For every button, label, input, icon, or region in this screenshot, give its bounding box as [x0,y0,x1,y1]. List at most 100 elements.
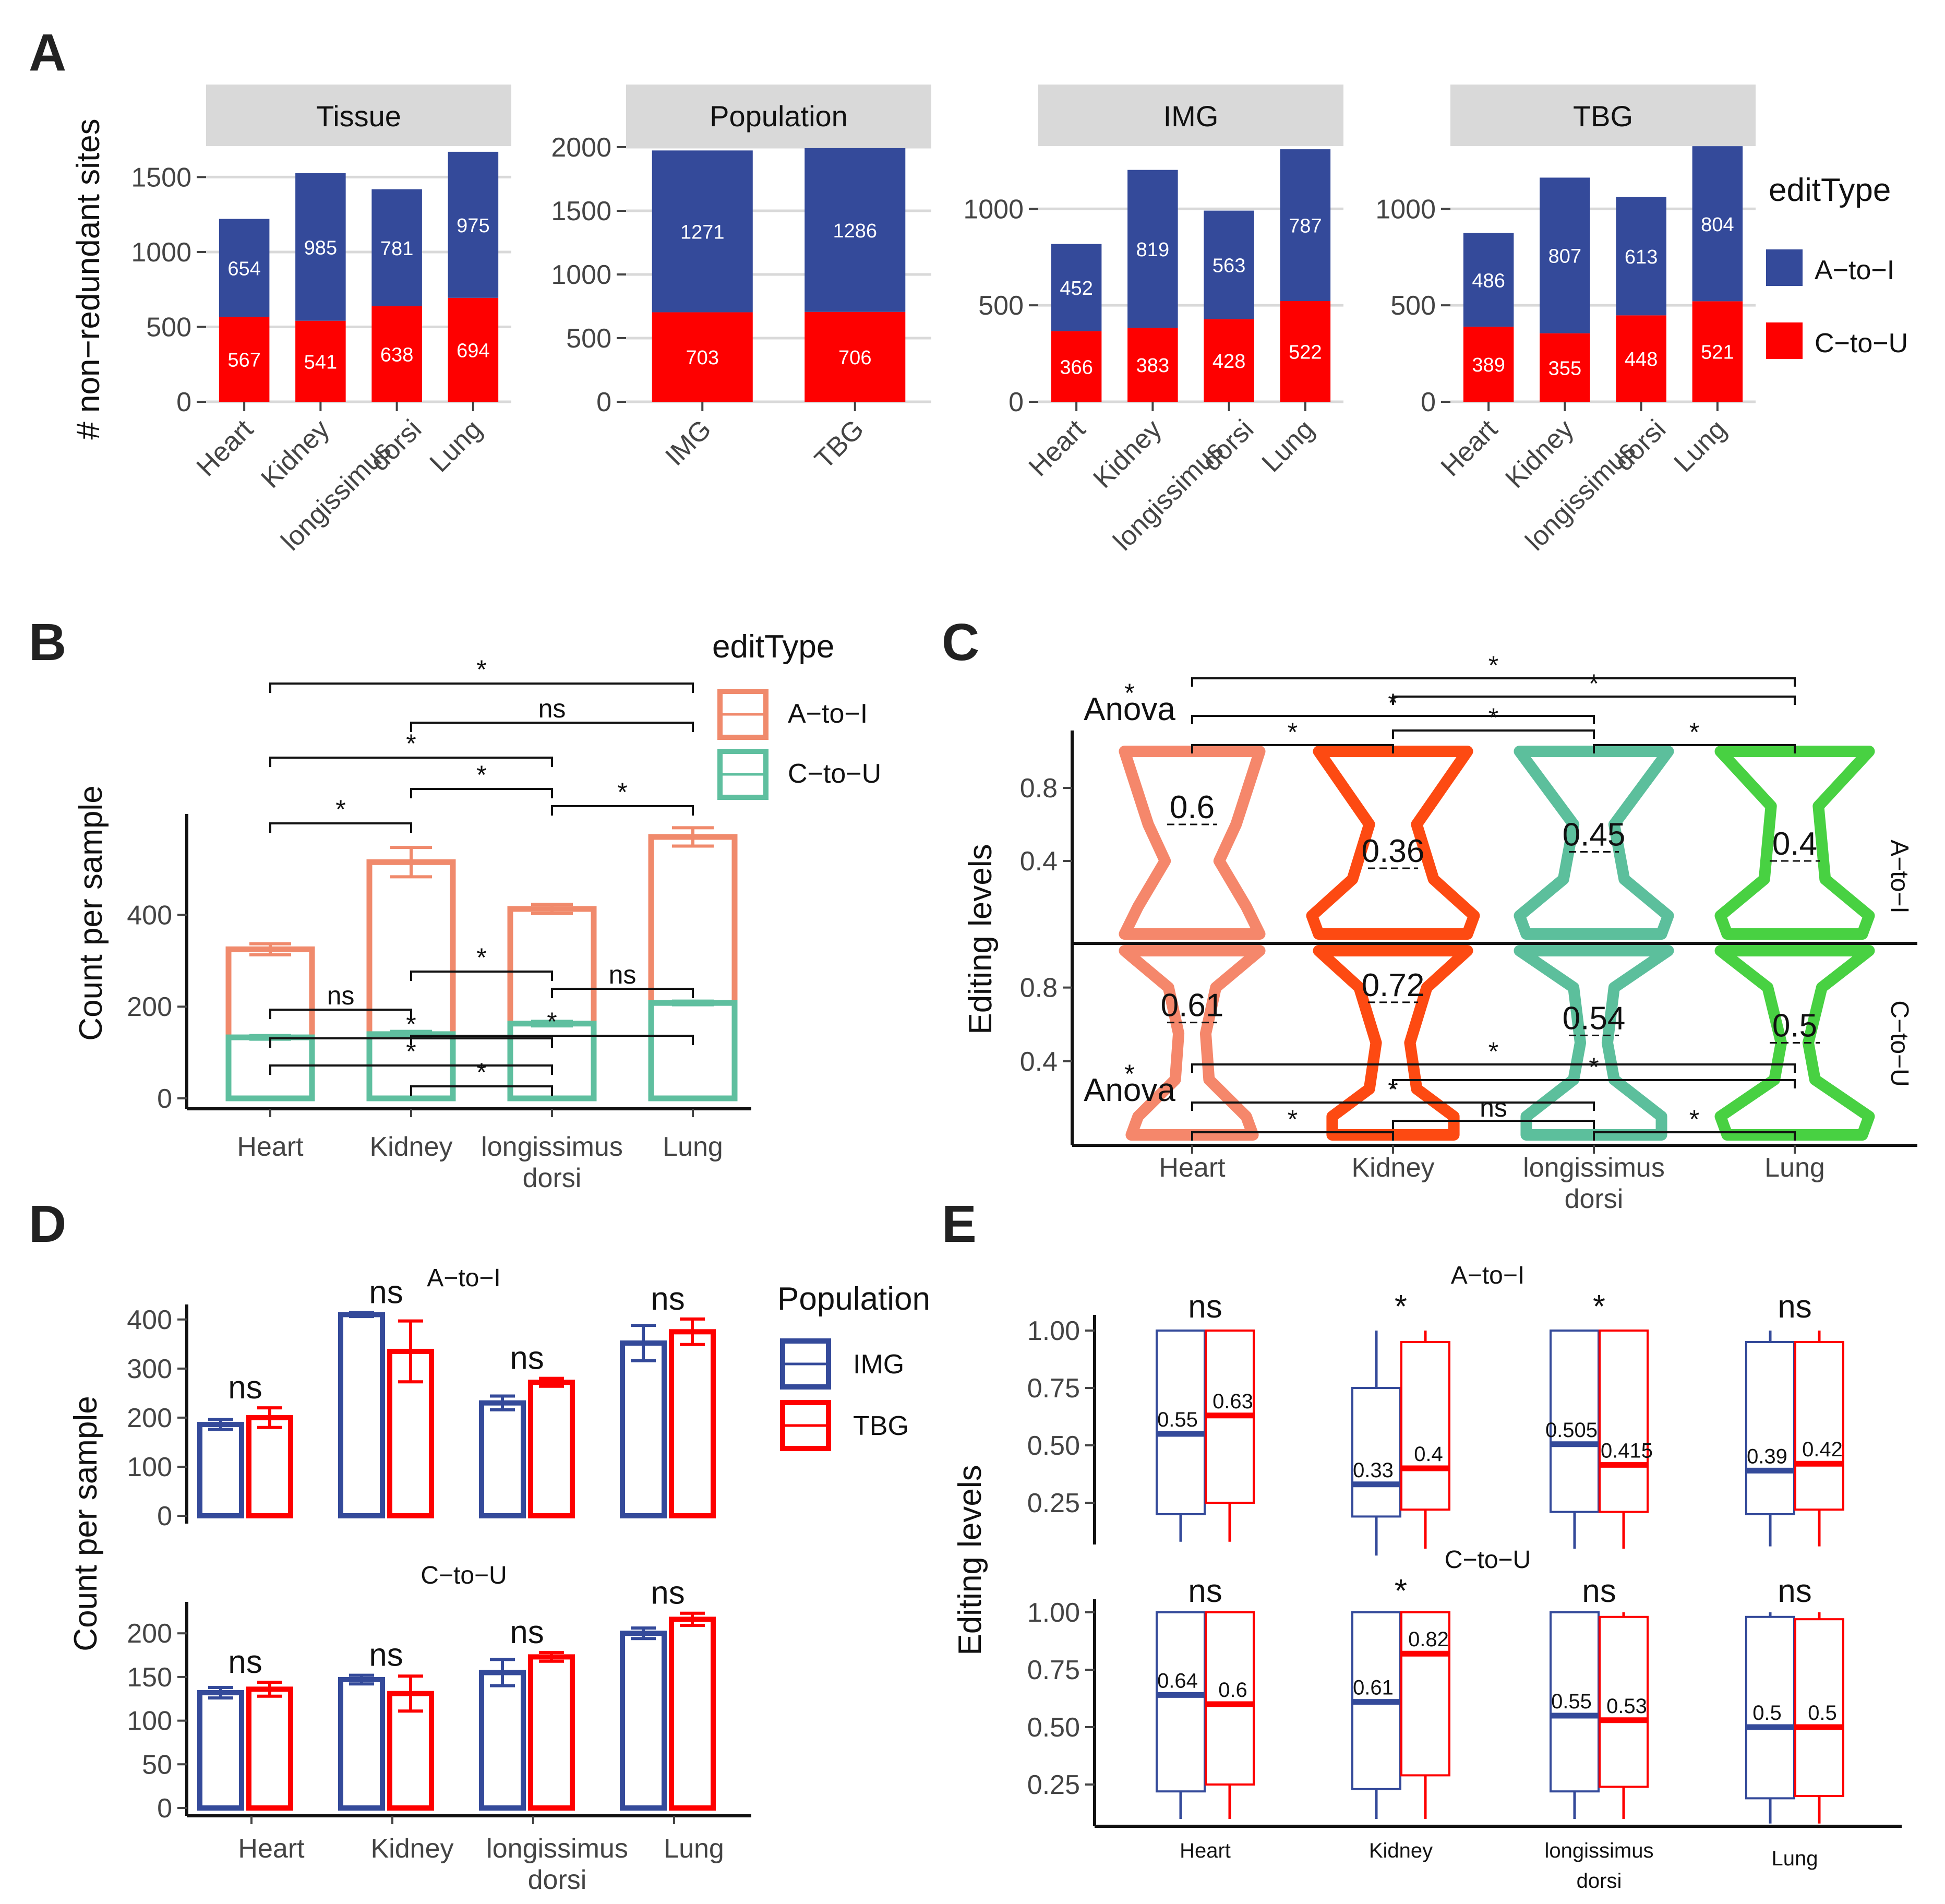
data-label-a-to-i: 787 [1289,215,1322,237]
bar-a-to-i [652,150,753,313]
box-tbg [1599,1330,1649,1513]
significance-bracket [410,971,553,981]
y-tick-label: 500 [1390,291,1436,321]
data-label-c-to-u: 694 [457,340,489,362]
y-tick-label: 2000 [551,133,611,163]
significance-label: * [1395,1573,1407,1609]
data-label-a-to-i: 975 [457,215,489,237]
bar-a-to-i [295,173,346,321]
data-label-c-to-u: 428 [1212,351,1245,373]
bar-a-to-i [805,148,906,312]
bar-c-to-u [371,306,422,402]
median-label: 0.53 [1606,1695,1647,1718]
y-tick-label: 0 [596,387,611,417]
y-tick-label: 0.25 [1027,1488,1080,1518]
facet-strip [206,85,511,146]
bar-a-to-i [1051,244,1102,331]
y-axis-title: Count per sample [68,1396,104,1651]
significance-bracket [1191,715,1595,724]
panel-C: Editing levels 0.6 0.36 0.45 0.4 0.4 0.8 A−to−I… [963,651,1917,1214]
significance-label: * [1288,717,1298,747]
data-label-a-to-i: 563 [1212,255,1245,277]
significance-label: ns [1480,1093,1507,1122]
significance-label: * [476,1058,486,1087]
data-label-c-to-u: 638 [380,344,413,366]
panel-label-E: E [942,1195,977,1253]
median-label: 0.82 [1408,1628,1449,1651]
significance-label: ns [510,1614,544,1650]
violin [1119,945,1266,1141]
significance-label: * [1593,1289,1605,1325]
significance-label: * [617,777,627,807]
bar-a-to-i [1540,177,1590,333]
significance-bracket [410,1085,553,1096]
violin [1306,746,1480,940]
significance-label: ns [1582,1573,1616,1609]
bar-c-to-u [1463,327,1514,402]
y-tick-label: 1.00 [1027,1598,1080,1628]
x-tick-label: longissimus [1523,1153,1665,1183]
median-label: 0.55 [1157,1408,1198,1431]
data-label-c-to-u: 383 [1136,355,1169,377]
data-label-a-to-i: 819 [1136,239,1169,261]
anova-label: Anova [1084,1072,1175,1108]
y-tick-label: 0 [176,387,191,417]
median-label: 0.5 [1808,1702,1837,1725]
significance-bracket [551,988,694,998]
significance-bracket [269,1064,553,1075]
significance-label: * [1288,1105,1298,1134]
x-tick-label: Kidney [1369,1839,1433,1862]
data-label-c-to-u: 703 [686,347,719,369]
data-label-a-to-i: 985 [304,237,337,259]
significance-bracket [410,1035,694,1045]
significance-bracket [1392,1120,1595,1129]
median-label: 0.61 [1353,1677,1394,1699]
data-label-a-to-i: 452 [1060,278,1092,300]
violin [1313,945,1473,1141]
significance-label: * [547,1007,557,1036]
y-tick-label: 500 [566,324,611,354]
median-label: 0.6 [1218,1679,1247,1702]
x-tick-label: dorsi [1577,1870,1622,1893]
significance-bracket [1191,1131,1394,1141]
legend-label-c-to-u: C−to−U [788,759,881,789]
facet-strip-label: A−to−I [1451,1262,1524,1289]
legend: editType A−to−I C−to−U [712,629,881,800]
x-tick-label: Kidney [370,1132,453,1162]
significance-label: * [476,943,486,972]
x-tick-label: Kidney [1352,1153,1435,1183]
y-tick-label: 100 [127,1706,172,1737]
bar-c-to-u [1127,328,1178,402]
y-tick-label: 200 [127,1403,172,1433]
bar-c-to-u [652,312,753,402]
facet-c-to-u: C−to−U 0.25 0.50 0.75 1.00 0.64 0.6 ns 0.61 0.82*… [1027,1546,1844,1826]
significance-label: ns [1188,1289,1222,1325]
y-tick-label: 0 [157,1793,172,1824]
significance-bracket [551,805,694,816]
facet-c-to-u: C−to−U 0 50 100 150 200 ns ns ns ns [127,1562,716,1824]
significance-label: * [1689,717,1699,747]
significance-bracket [269,757,553,767]
y-tick-label: 1000 [1375,194,1436,224]
bar-c-to-u [805,312,906,402]
legend-key-c-to-u [1766,322,1803,359]
y-tick-label: 0.50 [1027,1431,1080,1461]
significance-label: * [476,760,486,789]
significance-bracket [410,722,694,732]
significance-label: * [406,1010,416,1039]
data-label-a-to-i: 1271 [680,221,725,243]
y-axis-title: # non−redundant sites [70,118,106,439]
significance-label: * [335,795,345,824]
anova-significance: * [1124,1059,1134,1088]
data-label-c-to-u: 355 [1548,357,1581,379]
y-tick-label: 0 [1421,387,1436,417]
x-tick-label: longissimus [1545,1839,1654,1862]
significance-bracket [1191,1101,1595,1111]
x-tick-label: Kidney [371,1834,454,1864]
facet-a-to-i: A−to−I 0.25 0.50 0.75 1.00 0.55 0.63 ns 0.33 0.4 *… [1027,1262,1844,1556]
median-label: 0.54 [1563,1000,1626,1036]
median-label: 0.39 [1747,1445,1787,1468]
y-tick-label: 1000 [551,260,611,290]
